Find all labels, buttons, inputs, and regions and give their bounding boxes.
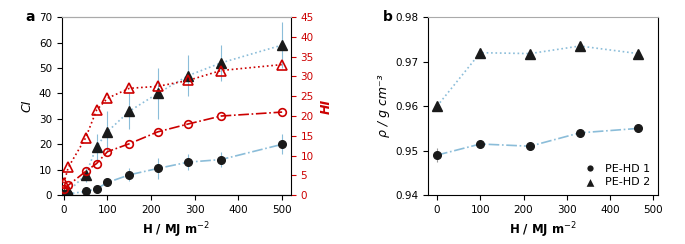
Text: b: b	[382, 10, 393, 24]
X-axis label: H / MJ m$^{-2}$: H / MJ m$^{-2}$	[509, 221, 577, 240]
Y-axis label: ρ / g cm⁻³: ρ / g cm⁻³	[377, 75, 390, 137]
Y-axis label: HI: HI	[319, 99, 332, 114]
X-axis label: H / MJ m$^{-2}$: H / MJ m$^{-2}$	[142, 221, 210, 240]
Legend: PE-HD 1, PE-HD 2: PE-HD 1, PE-HD 2	[577, 162, 652, 190]
Text: a: a	[25, 10, 34, 24]
Y-axis label: CI: CI	[21, 100, 34, 112]
